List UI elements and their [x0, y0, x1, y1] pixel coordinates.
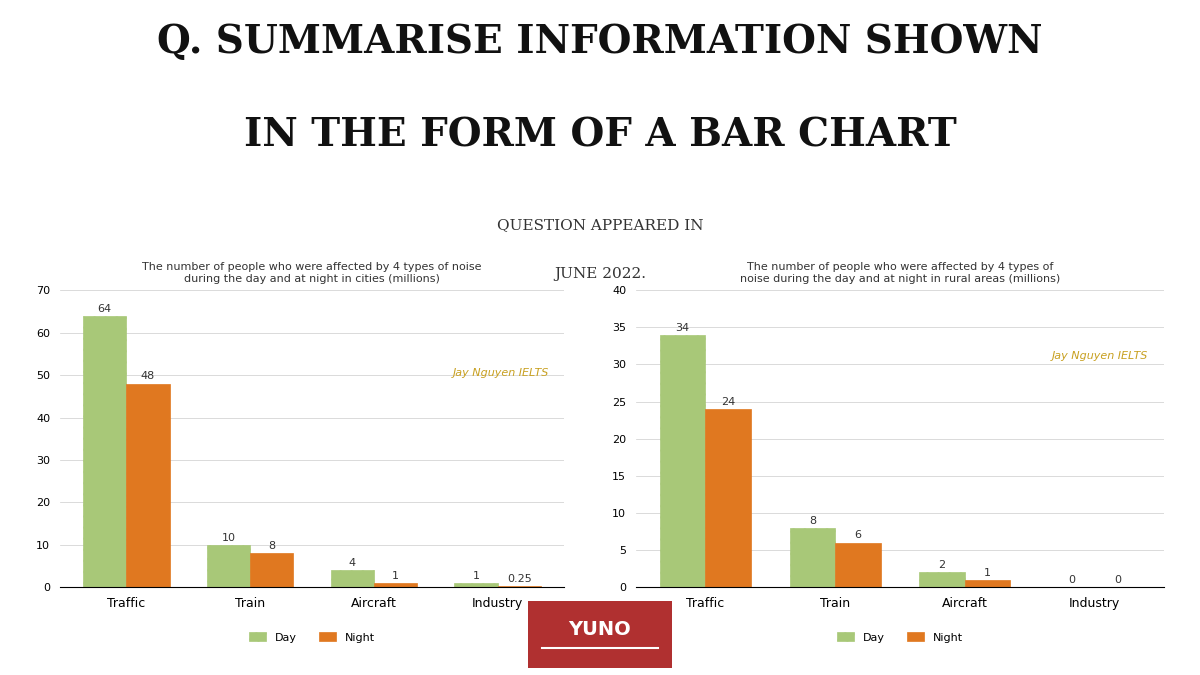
Bar: [330, 570, 374, 587]
Bar: [706, 409, 751, 587]
Text: 0: 0: [1068, 575, 1075, 585]
Text: YUNO: YUNO: [569, 620, 631, 639]
Bar: [965, 580, 1010, 587]
Text: JUNE 2022.: JUNE 2022.: [554, 267, 646, 281]
Text: 48: 48: [140, 371, 155, 381]
Text: 1: 1: [473, 571, 480, 581]
Legend: Day, Night: Day, Night: [245, 628, 379, 647]
Text: 1: 1: [392, 571, 400, 581]
Bar: [790, 528, 835, 587]
Text: 0: 0: [1114, 575, 1121, 585]
Bar: [498, 586, 541, 587]
Text: 24: 24: [721, 397, 736, 407]
Bar: [835, 543, 881, 587]
FancyBboxPatch shape: [528, 601, 672, 668]
Text: 6: 6: [854, 531, 862, 541]
Text: Q. SUMMARISE INFORMATION SHOWN: Q. SUMMARISE INFORMATION SHOWN: [157, 23, 1043, 61]
Text: 0.25: 0.25: [508, 574, 532, 584]
Title: The number of people who were affected by 4 types of noise
during the day and at: The number of people who were affected b…: [143, 263, 481, 284]
Bar: [455, 583, 498, 587]
Text: 4: 4: [349, 558, 356, 568]
Text: 10: 10: [222, 533, 235, 543]
Bar: [660, 335, 706, 587]
Title: The number of people who were affected by 4 types of
noise during the day and at: The number of people who were affected b…: [740, 263, 1060, 284]
Text: Jay Nguyen IELTS: Jay Nguyen IELTS: [1051, 350, 1148, 360]
Text: IN THE FORM OF A BAR CHART: IN THE FORM OF A BAR CHART: [244, 116, 956, 154]
Legend: Day, Night: Day, Night: [833, 628, 967, 647]
Text: 2: 2: [938, 560, 946, 570]
Bar: [250, 554, 294, 587]
Bar: [919, 572, 965, 587]
Bar: [126, 383, 169, 587]
Text: Jay Nguyen IELTS: Jay Nguyen IELTS: [452, 369, 548, 379]
Text: QUESTION APPEARED IN: QUESTION APPEARED IN: [497, 218, 703, 232]
Text: 34: 34: [676, 323, 690, 333]
Text: 8: 8: [268, 541, 275, 551]
Text: 64: 64: [97, 304, 112, 314]
Text: 1: 1: [984, 568, 991, 578]
Bar: [83, 316, 126, 587]
Text: 8: 8: [809, 516, 816, 526]
Bar: [374, 583, 418, 587]
Bar: [206, 545, 250, 587]
